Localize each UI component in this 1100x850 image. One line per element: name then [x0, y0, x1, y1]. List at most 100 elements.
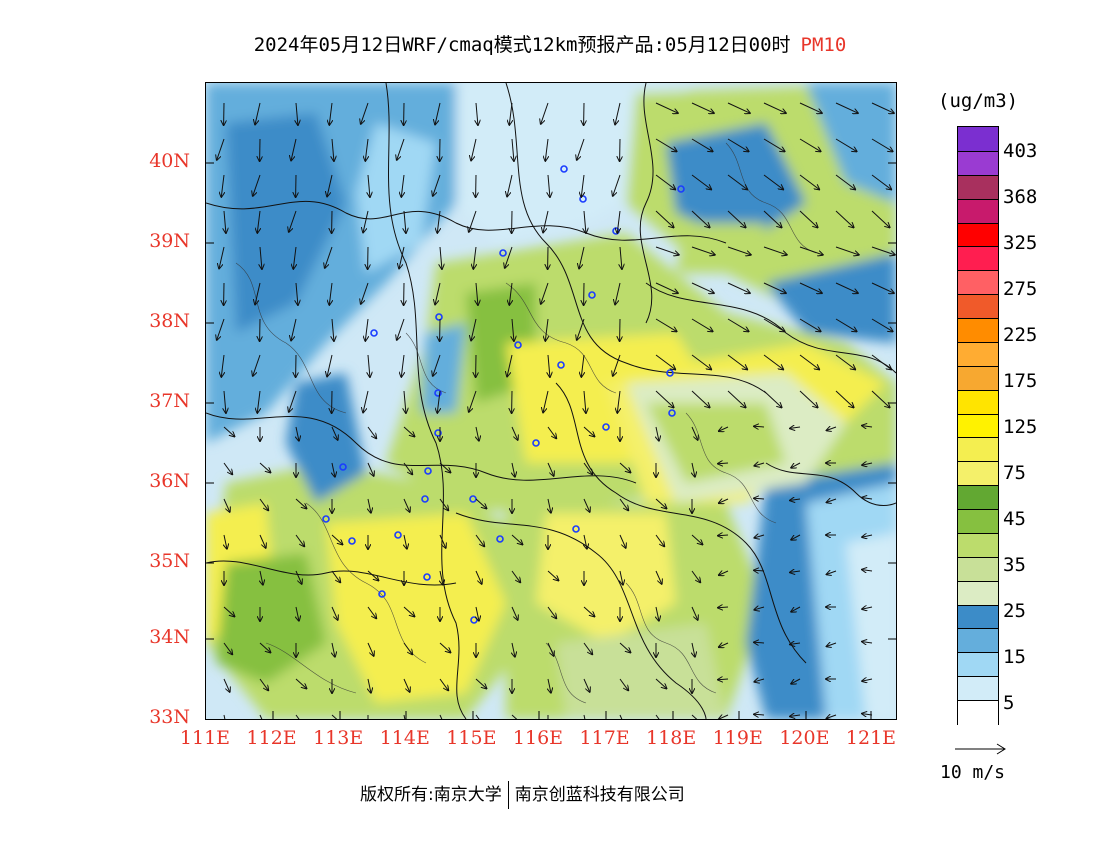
wind-arrow — [440, 570, 443, 585]
wind-arrow — [790, 643, 801, 644]
wind-arrow — [827, 571, 837, 574]
wind-arrow — [691, 714, 702, 719]
wind-arrow — [727, 138, 749, 151]
wind-arrow — [548, 498, 551, 513]
wind-arrow — [655, 678, 666, 688]
wind-arrow — [656, 606, 659, 621]
wind-arrow — [403, 678, 410, 692]
wind-arrow — [473, 246, 476, 269]
wind-arrow — [754, 679, 765, 682]
wind-arrow — [223, 606, 234, 616]
wind-arrow — [862, 642, 873, 643]
wind-arrow — [583, 426, 594, 436]
wind-arrow — [655, 354, 675, 369]
colorbar-swatch — [958, 437, 998, 463]
wind-arrow — [433, 354, 441, 376]
colorbar-swatch — [958, 413, 998, 439]
wind-arrow — [512, 642, 515, 657]
wind-arrow — [296, 606, 299, 621]
wind-arrow — [476, 102, 478, 125]
wind-arrow — [332, 138, 334, 161]
wind-arrow — [827, 643, 837, 646]
wind-arrow — [399, 246, 405, 268]
colorbar-label: 5 — [1003, 692, 1015, 714]
wind-arrow — [871, 246, 895, 255]
station-marker — [348, 537, 356, 545]
wind-arrow — [835, 282, 858, 293]
wind-reference-label: 10 m/s — [940, 762, 1006, 783]
wind-arrow — [221, 354, 224, 377]
wind-arrow — [763, 318, 785, 331]
wind-arrow — [577, 318, 585, 340]
colorbar-label: 25 — [1003, 600, 1026, 622]
wind-arrow — [581, 354, 584, 377]
wind-arrow — [619, 642, 630, 652]
wind-arrow — [547, 606, 556, 618]
title-main: 2024年05月12日WRF/cmaq模式12km预报产品:05月12日00时 — [253, 34, 791, 56]
wind-arrow — [475, 570, 482, 584]
wind-arrow — [655, 570, 662, 584]
wind-arrow — [327, 354, 333, 376]
wind-arrow — [327, 174, 333, 196]
wind-arrow — [291, 138, 297, 160]
wind-arrow — [548, 174, 550, 197]
wind-arrow — [512, 138, 514, 161]
wind-arrow — [223, 678, 230, 692]
station-marker — [668, 409, 676, 417]
wind-arrow — [433, 174, 441, 196]
wind-arrow — [541, 282, 549, 304]
wind-arrow — [871, 390, 890, 407]
wind-arrow — [295, 714, 300, 719]
wind-arrow — [331, 426, 338, 440]
colorbar-swatch — [958, 389, 998, 415]
wind-arrow — [295, 534, 304, 546]
wind-arrow — [691, 390, 710, 407]
wind-arrow — [331, 534, 342, 544]
wind-arrow — [617, 390, 620, 413]
wind-arrow — [401, 354, 404, 377]
wind-arrow — [365, 318, 368, 341]
wind-arrow — [790, 499, 801, 500]
wind-arrow — [368, 354, 370, 377]
wind-arrow — [754, 535, 765, 538]
wind-arrow — [754, 607, 765, 610]
station-marker — [434, 389, 442, 397]
wind-arrow — [754, 426, 765, 427]
wind-arrow — [718, 535, 729, 536]
wind-arrow — [763, 390, 782, 407]
wind-arrow — [435, 282, 441, 304]
wind-arrow — [253, 354, 261, 376]
lon-label: 120E — [779, 727, 830, 749]
station-marker — [572, 525, 580, 533]
wind-arrow — [475, 714, 480, 719]
wind-arrow — [259, 714, 263, 719]
wind-arrow — [543, 390, 549, 412]
wind-arrow — [862, 714, 873, 715]
wind-arrow — [476, 606, 479, 621]
wind-arrow — [727, 354, 747, 369]
wind-arrow — [799, 138, 821, 151]
wind-arrow — [862, 498, 873, 499]
colorbar-unit: (ug/m3) — [938, 90, 1019, 112]
wind-arrow — [871, 210, 890, 227]
wind-arrow — [727, 390, 746, 407]
colorbar-swatch — [958, 365, 998, 391]
colorbar-label: 403 — [1003, 140, 1038, 162]
wind-arrow — [790, 571, 801, 572]
wind-arrow — [541, 102, 549, 124]
wind-arrow — [469, 210, 477, 232]
wind-arrow — [547, 642, 554, 656]
wind-arrow — [217, 318, 225, 340]
lon-label: 111E — [179, 727, 231, 749]
wind-arrow — [403, 642, 412, 654]
wind-arrow — [691, 210, 710, 227]
copyright-footer: 版权所有:南京大学 南京创蓝科技有限公司 — [360, 780, 685, 809]
station-marker — [602, 423, 610, 431]
colorbar-label: 35 — [1003, 554, 1026, 576]
wind-arrow — [259, 642, 270, 652]
wind-arrow — [763, 102, 786, 113]
wind-arrow — [754, 498, 765, 499]
wind-arrow — [469, 390, 477, 412]
wind-arrow — [325, 246, 333, 268]
colorbar-swatch — [958, 509, 998, 534]
